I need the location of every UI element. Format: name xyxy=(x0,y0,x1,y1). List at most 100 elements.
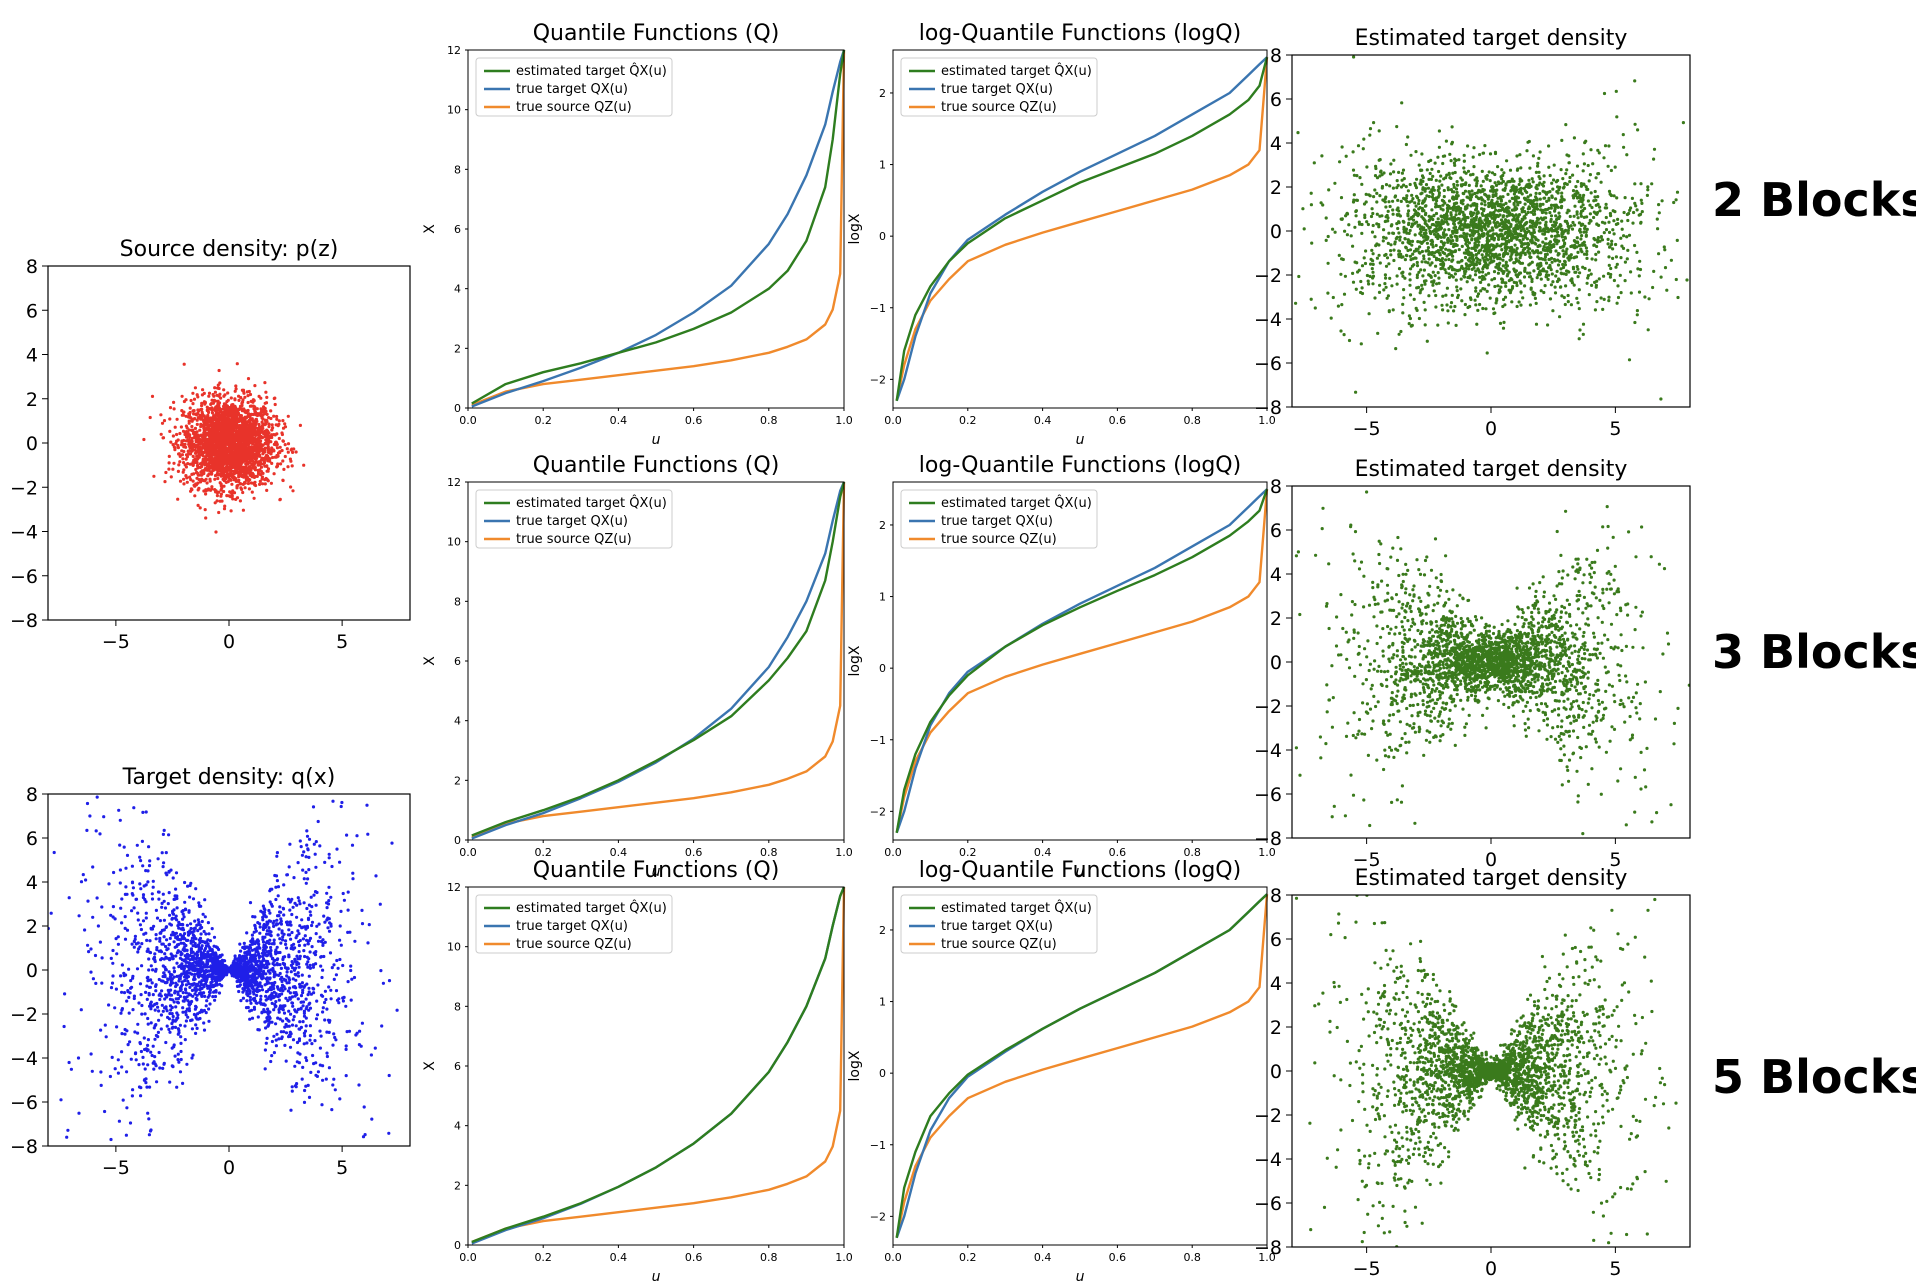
y-tick-label: 2 xyxy=(1270,608,1282,630)
panel-title: Source density: p(z) xyxy=(120,237,339,262)
y-tick-label: 4 xyxy=(1270,133,1282,155)
y-tick-label: 2 xyxy=(879,87,886,100)
panel-est-3: Estimated target density −5 0 5 −8 −6 −4 −2 0 2 4 6… xyxy=(1254,457,1691,871)
axes-frame xyxy=(47,793,411,1147)
axes-frame xyxy=(1291,485,1691,839)
panel-target: Target density: q(x) −5 0 5 −8 −6 −4 −2 0 2 4 6 8 xyxy=(10,765,411,1179)
y-tick-label: 2 xyxy=(454,342,461,355)
scatter-points xyxy=(1294,490,1690,836)
x-tick-label: 0.6 xyxy=(1109,846,1127,859)
y-tick-label: 2 xyxy=(879,924,886,937)
y-tick-label: −8 xyxy=(1254,1237,1282,1259)
y-tick-label: −4 xyxy=(10,522,38,544)
x-tick-label: 0.6 xyxy=(685,1251,703,1264)
x-tick-label: 0.2 xyxy=(534,846,552,859)
y-tick-label: 12 xyxy=(447,44,461,57)
x-axis-label: u xyxy=(1076,1269,1085,1282)
legend-label: estimated target Q̂X(u) xyxy=(941,496,1092,511)
series-line-true-target xyxy=(471,49,846,408)
y-axis-label: logX xyxy=(847,645,863,676)
panel-title: log-Quantile Functions (logQ) xyxy=(919,453,1241,478)
legend-label: true source QZ(u) xyxy=(941,532,1057,547)
y-tick-label: 2 xyxy=(26,916,38,938)
legend-label: true source QZ(u) xyxy=(516,532,632,547)
y-tick-label: −2 xyxy=(870,805,886,818)
panel-title: Estimated target density xyxy=(1355,866,1628,891)
x-tick-label: 0.2 xyxy=(959,1251,977,1264)
y-tick-label: 8 xyxy=(454,595,461,608)
x-tick-label: 0.0 xyxy=(884,414,902,427)
panel-title: Estimated target density xyxy=(1355,26,1628,51)
legend-box xyxy=(475,57,673,117)
y-tick-label: −1 xyxy=(870,734,886,747)
y-tick-label: 6 xyxy=(454,223,461,236)
axes-frame xyxy=(467,481,845,841)
x-tick-label: 0 xyxy=(1485,849,1497,871)
x-axis-label: u xyxy=(652,1269,661,1282)
axes-frame xyxy=(467,49,845,409)
x-tick-label: −5 xyxy=(102,1157,130,1179)
panel-lq-5: log-Quantile Functions (logQ) 0.0 0.2 0.4 0.… xyxy=(847,858,1276,1282)
series-line-estimated-target xyxy=(471,49,846,405)
x-tick-label: 0.2 xyxy=(534,1251,552,1264)
panel-title: Quantile Functions (Q) xyxy=(533,858,780,883)
legend-label: estimated target Q̂X(u) xyxy=(516,64,667,79)
x-tick-label: 0.8 xyxy=(760,414,778,427)
y-tick-label: 0 xyxy=(879,1067,886,1080)
x-tick-label: 0.2 xyxy=(959,846,977,859)
y-tick-label: 4 xyxy=(26,345,38,367)
series-line-true-target xyxy=(895,488,1268,834)
y-tick-label: −4 xyxy=(1254,1149,1282,1171)
x-tick-label: 0.8 xyxy=(1183,846,1201,859)
legend: estimated target Q̂X(u) true target QX(u)… xyxy=(475,489,673,549)
legend-label: true target QX(u) xyxy=(941,919,1053,934)
panel-est-5: Estimated target density −5 0 5 −8 −6 −4 −2 0 2 4 6… xyxy=(1254,866,1691,1280)
axes-frame xyxy=(1291,894,1691,1248)
x-tick-label: −5 xyxy=(102,631,130,653)
legend-box xyxy=(900,489,1098,549)
x-tick-label: 1.0 xyxy=(835,846,853,859)
x-tick-label: −5 xyxy=(1353,849,1381,871)
x-tick-label: 0.8 xyxy=(1183,1251,1201,1264)
x-tick-label: 0.8 xyxy=(1183,414,1201,427)
panel-title: Target density: q(x) xyxy=(122,765,336,790)
y-tick-label: 6 xyxy=(1270,520,1282,542)
y-tick-label: 2 xyxy=(1270,177,1282,199)
x-tick-label: 0.6 xyxy=(685,414,703,427)
x-tick-label: 5 xyxy=(1609,849,1621,871)
x-tick-label: 1.0 xyxy=(1258,414,1276,427)
y-tick-label: 4 xyxy=(454,1120,461,1133)
legend: estimated target Q̂X(u) true target QX(u)… xyxy=(475,57,673,117)
panel-q-2: Quantile Functions (Q) 0.0 0.2 0.4 0.6 0.8 1.0… xyxy=(422,21,853,448)
x-tick-label: 0.2 xyxy=(534,414,552,427)
x-tick-label: 0 xyxy=(1485,1258,1497,1280)
x-axis-label: u xyxy=(1076,864,1085,880)
x-tick-label: 0.8 xyxy=(760,1251,778,1264)
legend: estimated target Q̂X(u) true target QX(u)… xyxy=(900,57,1098,117)
scatter-points xyxy=(142,362,306,534)
y-tick-label: 1 xyxy=(879,159,886,172)
y-tick-label: −8 xyxy=(10,1136,38,1158)
series-line-true-source xyxy=(471,886,846,1244)
y-tick-label: 2 xyxy=(26,389,38,411)
x-axis-label: u xyxy=(652,432,661,448)
series-line-estimated-target xyxy=(895,893,1268,1238)
x-tick-label: 0.4 xyxy=(1034,414,1052,427)
y-tick-label: 4 xyxy=(454,715,461,728)
x-tick-label: 0.0 xyxy=(459,846,477,859)
y-tick-label: 4 xyxy=(1270,564,1282,586)
panel-est-2: Estimated target density −5 0 5 −8 −6 −4 −2 0 2 4 6… xyxy=(1254,26,1691,440)
legend-label: true source QZ(u) xyxy=(941,937,1057,952)
y-tick-label: 0 xyxy=(1270,1061,1282,1083)
row-label-2-blocks: 2 Blocks xyxy=(1712,173,1916,227)
axes-frame xyxy=(467,886,845,1246)
series-line-estimated-target xyxy=(471,481,846,837)
legend-label: estimated target Q̂X(u) xyxy=(516,901,667,916)
x-tick-label: 0.0 xyxy=(459,1251,477,1264)
series-line-true-source xyxy=(471,49,846,407)
y-tick-label: −6 xyxy=(1254,1193,1282,1215)
y-tick-label: 8 xyxy=(26,784,38,806)
y-axis-label: X xyxy=(422,656,438,666)
y-tick-label: 12 xyxy=(447,881,461,894)
